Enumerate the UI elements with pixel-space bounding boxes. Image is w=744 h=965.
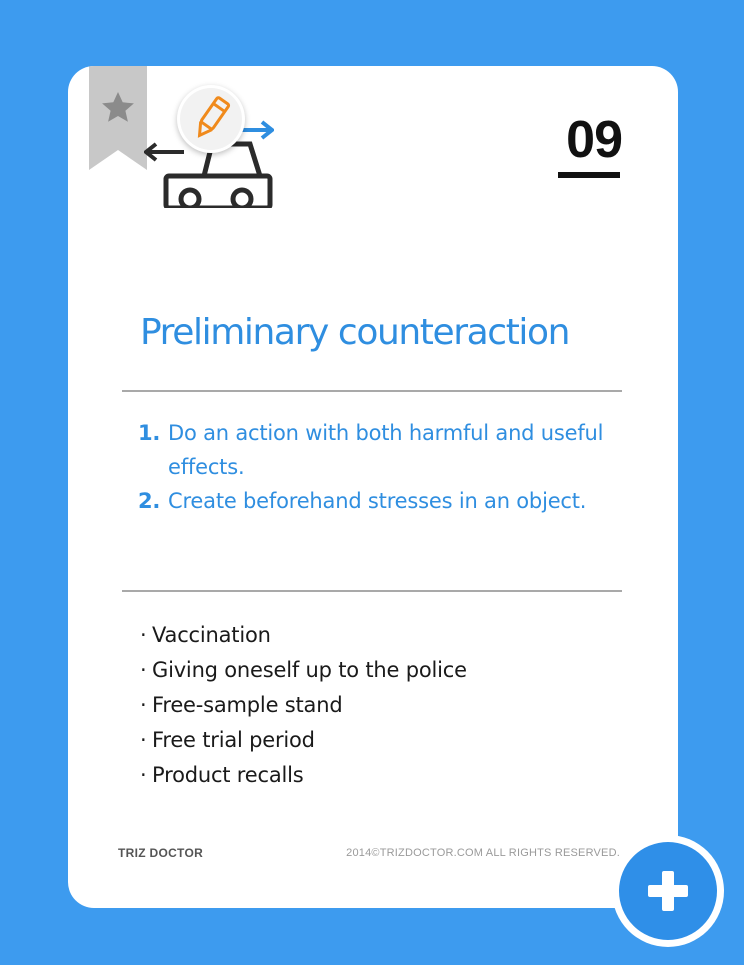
rule-item: 1. Do an action with both harmful and us… — [138, 416, 638, 484]
example-text: Free trial period — [152, 728, 315, 752]
rule-item: 2. Create beforehand stresses in an obje… — [138, 484, 638, 518]
bullet-dot: · — [140, 623, 147, 647]
bullet-dot: · — [140, 763, 147, 787]
example-item: · Vaccination — [140, 618, 620, 653]
example-text: Free-sample stand — [152, 693, 343, 717]
example-item: · Free-sample stand — [140, 688, 620, 723]
example-item: · Giving oneself up to the police — [140, 653, 620, 688]
rule-text: Create beforehand stresses in an object. — [168, 489, 587, 513]
principle-title: Preliminary counteraction — [140, 312, 570, 353]
card-number-underline — [558, 172, 620, 178]
rule-number: 2. — [138, 489, 161, 513]
rule-text: Do an action with both harmful and usefu… — [168, 421, 604, 479]
principle-card: 09 Preliminary counteraction 1. Do an ac… — [68, 66, 678, 908]
bullet-dot: · — [140, 693, 147, 717]
pencil-icon — [180, 88, 242, 150]
rule-number: 1. — [138, 421, 161, 445]
examples-list: · Vaccination · Giving oneself up to the p… — [140, 618, 620, 793]
bullet-dot: · — [140, 728, 147, 752]
add-button[interactable] — [612, 835, 724, 947]
example-item: · Free trial period — [140, 723, 620, 758]
rules-list: 1. Do an action with both harmful and us… — [138, 416, 638, 518]
example-item: · Product recalls — [140, 758, 620, 793]
star-bookmark-icon — [89, 66, 147, 170]
brand-label: TRIZ DOCTOR — [118, 846, 204, 860]
divider-bottom — [122, 590, 622, 592]
plus-icon — [648, 871, 688, 911]
example-text: Vaccination — [152, 623, 271, 647]
bullet-dot: · — [140, 658, 147, 682]
bookmark-button[interactable] — [89, 66, 147, 170]
card-number: 09 — [566, 111, 623, 169]
divider-top — [122, 390, 622, 392]
edit-button[interactable] — [177, 85, 245, 153]
copyright-text: 2014©TRIZDOCTOR.COM ALL RIGHTS RESERVED. — [346, 847, 620, 859]
car-arrows-icon — [142, 116, 276, 212]
example-text: Giving oneself up to the police — [152, 658, 467, 682]
example-text: Product recalls — [152, 763, 304, 787]
